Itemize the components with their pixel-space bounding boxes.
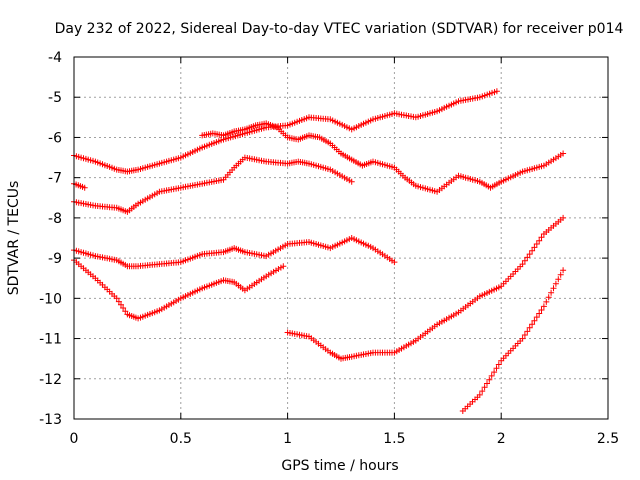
x-tick-label: 2 <box>497 431 506 447</box>
grid-lines <box>74 57 608 419</box>
y-tick-label: -10 <box>39 291 62 307</box>
series-track-6 <box>71 257 287 322</box>
chart-title: Day 232 of 2022, Sidereal Day-to-day VTE… <box>55 21 624 37</box>
y-tick-label: -7 <box>48 171 62 187</box>
series-markers <box>71 235 398 270</box>
x-tick-label: 0 <box>70 431 79 447</box>
y-tick-label: -13 <box>39 412 62 428</box>
series-markers <box>459 267 567 414</box>
y-tick-label: -5 <box>48 90 62 106</box>
x-axis-label: GPS time / hours <box>281 458 398 474</box>
y-tick-label: -6 <box>48 130 62 146</box>
series-track-2 <box>199 120 567 195</box>
series-markers <box>199 120 567 195</box>
x-tick-label: 1.5 <box>383 431 405 447</box>
series-track-7 <box>284 214 567 362</box>
y-tick-label: -12 <box>39 372 62 388</box>
y-tick-label: -4 <box>48 50 62 66</box>
y-tick-label: -8 <box>48 211 62 227</box>
series-track-4 <box>71 154 355 215</box>
series-markers <box>71 257 287 322</box>
y-tick-label: -11 <box>39 332 62 348</box>
plot-frame <box>73 56 609 420</box>
y-axis-label: SDTVAR / TECUs <box>6 181 22 296</box>
series-track-8 <box>459 267 567 414</box>
axis-ticks: 0 0.5 1 1.5 2 2.5 -13 -12 -11 -10 -9 -8 -7 -6 -5 -4 <box>39 50 619 447</box>
series-track-5 <box>71 235 398 270</box>
x-tick-label: 1 <box>283 431 292 447</box>
x-tick-label: 2.5 <box>597 431 619 447</box>
y-tick-label: -9 <box>48 251 62 267</box>
series-markers <box>71 154 355 215</box>
series-markers <box>284 214 567 362</box>
x-tick-label: 0.5 <box>170 431 192 447</box>
